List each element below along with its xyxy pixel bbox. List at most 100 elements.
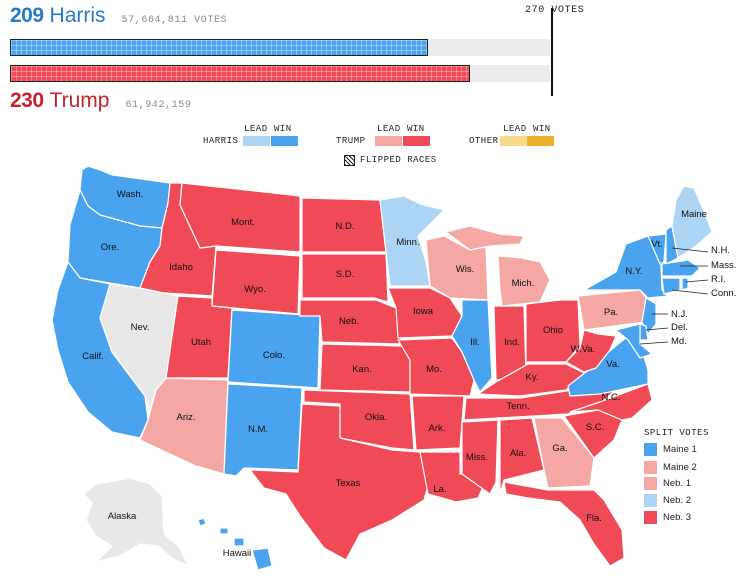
state-vermont[interactable] — [647, 233, 667, 265]
state-maine[interactable] — [671, 185, 713, 259]
label-colo: Colo. — [263, 350, 285, 361]
flipped-races-label: FLIPPED RACES — [360, 155, 437, 165]
label-ky: Ky. — [525, 372, 538, 383]
label-miss: Miss. — [466, 452, 488, 463]
split-vote-label: Neb. 2 — [663, 494, 691, 506]
state-kentucky[interactable] — [477, 363, 587, 397]
state-massachusetts[interactable] — [661, 259, 701, 277]
label-fla: Fla. — [586, 513, 602, 524]
state-mississippi[interactable] — [461, 419, 499, 495]
label-ohio: Ohio — [543, 325, 563, 336]
label-wva: W.Va. — [571, 344, 596, 355]
legend-other-lead-swatch — [500, 136, 527, 146]
state-minnesota[interactable] — [379, 195, 445, 287]
label-nd: N.D. — [336, 221, 355, 232]
state-hawaii[interactable] — [197, 517, 273, 571]
callout-conn: Conn. — [711, 288, 737, 299]
label-ariz: Ariz. — [177, 412, 196, 423]
label-hawaii: Hawaii — [223, 548, 252, 559]
state-wisconsin[interactable] — [425, 235, 489, 301]
label-maine: Maine — [681, 209, 707, 220]
state-missouri[interactable] — [397, 337, 475, 397]
label-pa: Pa. — [604, 307, 618, 318]
split-vote-label: Maine 1 — [663, 443, 697, 455]
harris-popular-votes: 57,664,811 VOTES — [121, 15, 228, 26]
label-iowa: Iowa — [413, 306, 434, 317]
harris-progress-track — [10, 39, 550, 56]
split-vote-swatch — [644, 460, 657, 474]
legend-win-label: WIN — [274, 124, 292, 134]
state-west-virginia[interactable] — [565, 329, 617, 373]
legend-harris-lead-swatch — [243, 136, 270, 146]
state-north-carolina[interactable] — [569, 383, 653, 421]
callout-del: Del. — [671, 322, 688, 333]
split-vote-item: Neb. 3 — [644, 510, 691, 524]
state-colorado[interactable] — [227, 309, 321, 389]
state-new-mexico[interactable] — [223, 383, 303, 477]
split-vote-item: Neb. 2 — [644, 493, 691, 507]
split-vote-swatch — [644, 493, 657, 507]
callout-mass: Mass. — [711, 260, 737, 271]
split-vote-item: Neb. 1 — [644, 476, 691, 490]
harris-header: 209 Harris 57,664,811 VOTES — [10, 4, 227, 32]
legend-lead-label: LEAD — [244, 124, 268, 134]
legend-win-label: WIN — [407, 124, 425, 134]
label-okla: Okla. — [365, 412, 387, 423]
state-south-dakota[interactable] — [301, 253, 389, 303]
state-rhode-island[interactable] — [681, 277, 689, 291]
state-michigan[interactable] — [497, 255, 551, 307]
harris-progress-fill — [10, 39, 428, 56]
label-wash: Wash. — [117, 189, 144, 200]
state-florida[interactable] — [503, 481, 625, 567]
label-neb: Neb. — [339, 316, 359, 327]
callout-ri: R.I. — [711, 274, 726, 285]
state-wyoming[interactable] — [211, 249, 301, 315]
trump-progress-track — [10, 65, 550, 82]
split-vote-swatch — [644, 442, 657, 456]
legend-trump-lead-swatch — [375, 136, 402, 146]
state-alaska[interactable] — [83, 477, 189, 567]
label-mich: Mich. — [512, 278, 535, 289]
trump-electoral-votes: 230 — [10, 89, 44, 112]
label-vt: Vt. — [651, 239, 663, 250]
label-texas: Texas — [336, 478, 361, 489]
split-vote-label: Neb. 1 — [663, 477, 691, 489]
state-illinois[interactable] — [451, 299, 493, 393]
trump-progress-fill — [10, 65, 470, 82]
label-mo: Mo. — [426, 364, 442, 375]
legend-harris-label: HARRIS — [203, 136, 239, 146]
state-texas[interactable] — [249, 403, 429, 561]
state-nebraska[interactable] — [299, 299, 403, 345]
label-tenn: Tenn. — [506, 401, 529, 412]
state-maryland[interactable] — [615, 323, 653, 359]
harris-electoral-votes: 209 — [10, 4, 44, 27]
trump-header: 230 Trump 61,942,159 — [10, 89, 191, 117]
state-connecticut[interactable] — [661, 277, 681, 295]
label-nm: N.M. — [248, 424, 268, 435]
callout-nh: N.H. — [711, 245, 730, 256]
split-vote-label: Neb. 3 — [663, 511, 691, 523]
state-new-jersey[interactable] — [641, 297, 657, 335]
state-montana[interactable] — [179, 182, 301, 253]
label-nev: Nev. — [131, 322, 150, 333]
legend-other-label: OTHER — [469, 136, 499, 146]
trump-popular-votes: 61,942,159 — [125, 100, 192, 111]
state-arkansas[interactable] — [411, 395, 465, 451]
state-michigan-upper[interactable] — [445, 225, 525, 251]
label-kan: Kan. — [352, 364, 372, 375]
callout-nj: N.J. — [671, 309, 688, 320]
state-new-york[interactable] — [583, 235, 669, 299]
label-alaska: Alaska — [108, 511, 137, 522]
callout-md: Md. — [671, 336, 687, 347]
label-nc: N.C. — [602, 392, 621, 403]
label-ga: Ga. — [552, 443, 567, 454]
state-alabama[interactable] — [499, 417, 545, 495]
state-oklahoma[interactable] — [303, 389, 415, 451]
legend-trump-win-swatch — [403, 136, 430, 146]
state-georgia[interactable] — [533, 417, 595, 489]
split-vote-swatch — [644, 510, 657, 524]
label-minn: Minn. — [396, 237, 419, 248]
flipped-races-hatch-icon — [344, 155, 355, 166]
label-wyo: Wyo. — [244, 284, 266, 295]
